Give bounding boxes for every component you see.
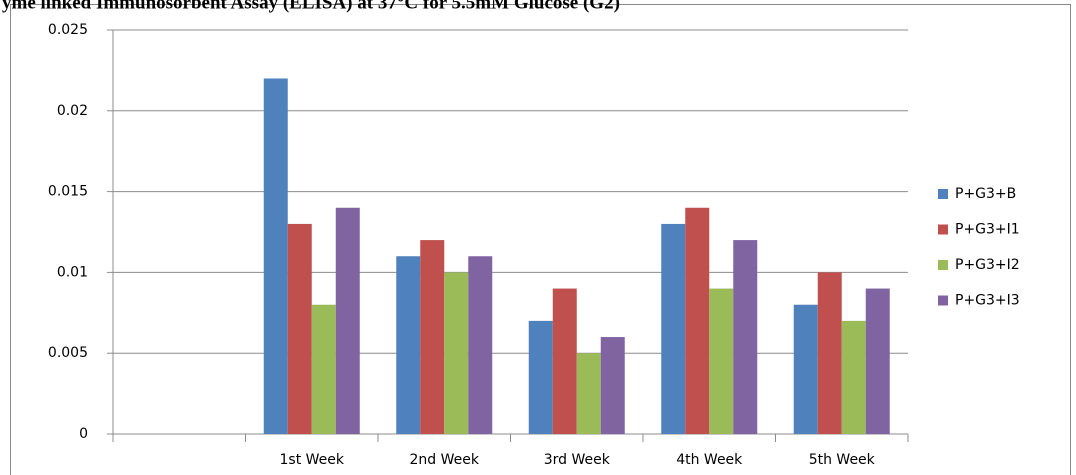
y-tick-label: 0.005: [48, 345, 88, 361]
bar: [733, 240, 758, 434]
x-tick-label: 1st Week: [280, 452, 345, 468]
bar: [793, 304, 818, 434]
bar: [311, 304, 336, 434]
bar: [865, 288, 890, 434]
legend-label: P+G3+I1: [955, 222, 1020, 238]
legend-swatch: [938, 224, 948, 235]
bar: [444, 272, 469, 434]
x-tick-label: 3rd Week: [544, 452, 611, 468]
chart-title: yme linked Immunosorbent Assay (ELISA) a…: [2, 0, 620, 13]
legend-label: P+G3+I2: [955, 257, 1020, 273]
bar: [600, 337, 625, 434]
bar: [420, 240, 445, 434]
bar: [528, 320, 553, 434]
y-tick-label: 0.02: [57, 103, 88, 119]
bar: [841, 320, 866, 434]
bar: [396, 256, 421, 434]
y-tick-label: 0.015: [48, 184, 88, 200]
legend-swatch: [938, 189, 948, 199]
legend-swatch: [938, 295, 948, 306]
bar: [661, 223, 686, 434]
bar: [685, 207, 710, 434]
bar: [335, 207, 360, 434]
bar: [287, 223, 312, 434]
legend-swatch: [938, 260, 948, 270]
x-tick-label: 2nd Week: [410, 452, 480, 468]
y-tick-label: 0: [79, 426, 88, 442]
bar: [709, 288, 734, 434]
bar: [576, 353, 601, 434]
legend-label: P+G3+B: [955, 186, 1016, 202]
y-tick-label: 0.01: [57, 264, 88, 280]
bar: [263, 78, 288, 434]
legend-label: P+G3+I3: [955, 293, 1020, 309]
y-tick-label: 0.025: [48, 22, 88, 38]
x-tick-label: 5th Week: [809, 452, 876, 468]
bar: [468, 256, 493, 434]
bar: [817, 272, 842, 434]
bar: [552, 288, 577, 434]
x-tick-label: 4th Week: [676, 452, 743, 468]
